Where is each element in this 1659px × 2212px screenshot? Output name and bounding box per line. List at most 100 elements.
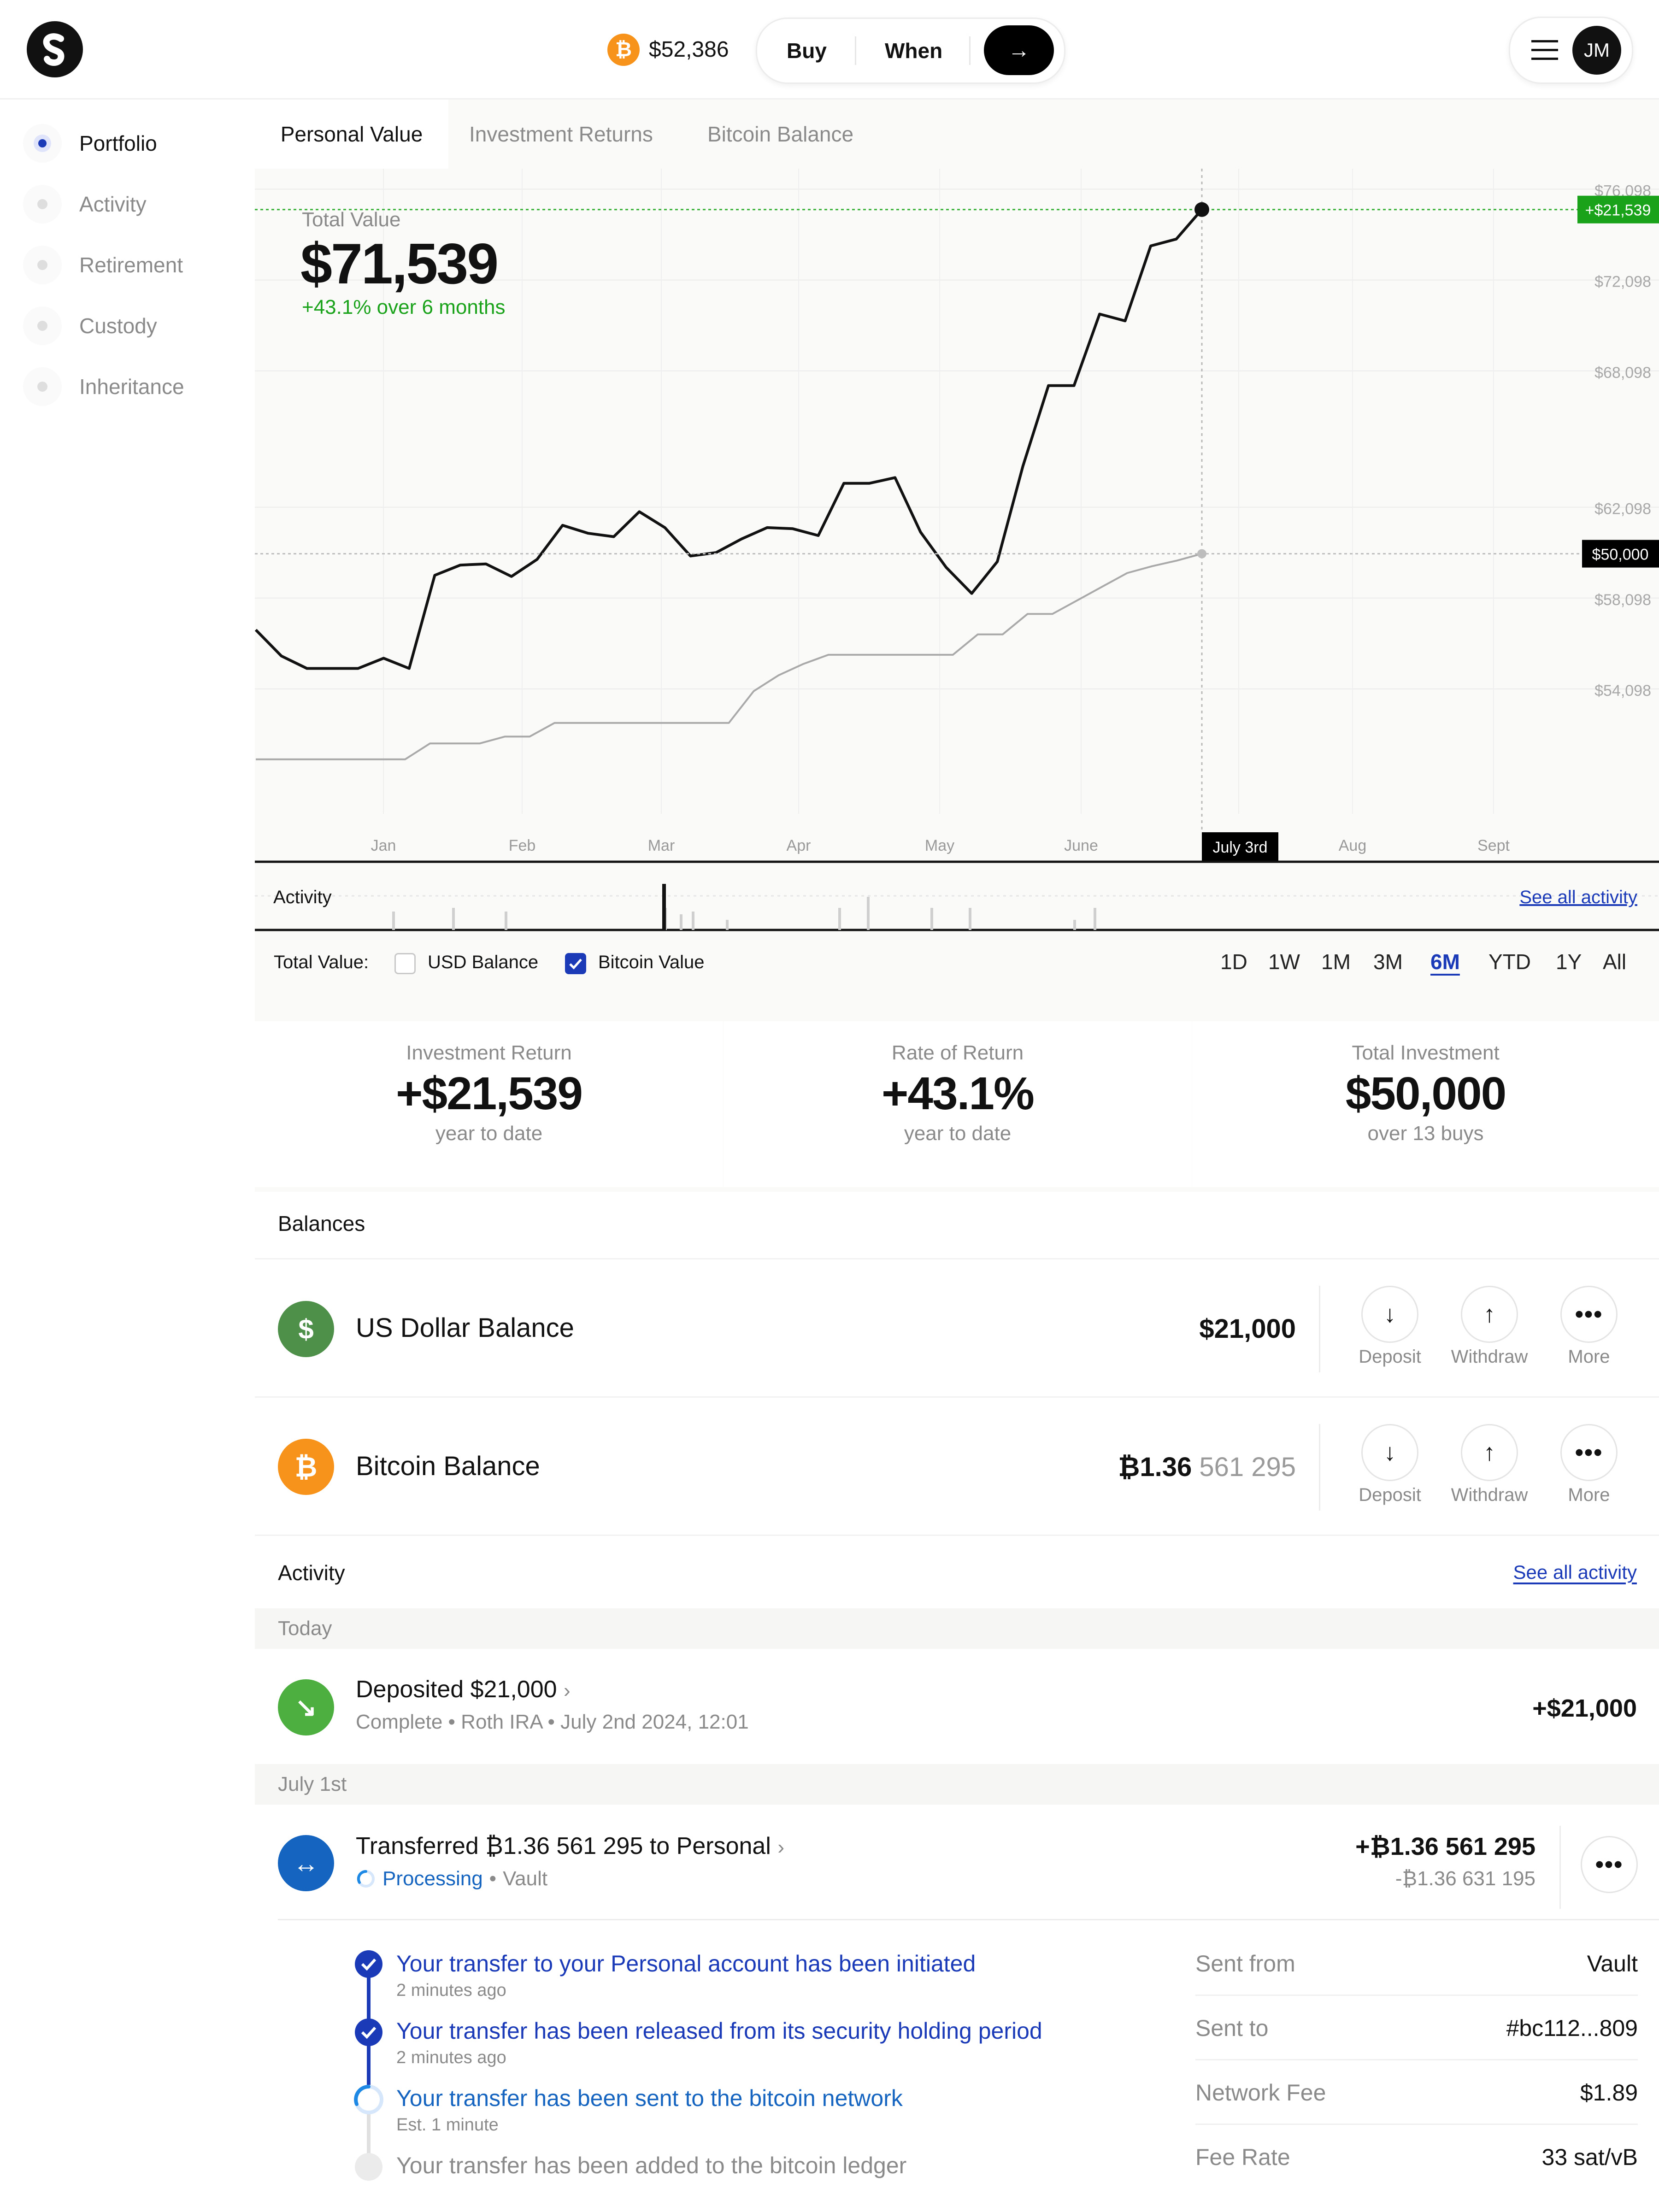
tab-investment-returns[interactable]: Investment Returns bbox=[469, 122, 653, 146]
stat-investment-return: Investment Return +$21,539 year to date bbox=[255, 1021, 723, 1187]
detail-value: $1.89 bbox=[1580, 2080, 1638, 2106]
stat-sub: over 13 buys bbox=[1367, 1122, 1484, 1145]
invested-callout-label: $50,000 bbox=[1592, 546, 1649, 564]
activity-strip bbox=[255, 863, 1659, 930]
deposit-label: Deposit bbox=[1359, 1485, 1421, 1505]
detail-value: #bc112...809 bbox=[1506, 2015, 1638, 2041]
btc-withdraw-button[interactable]: ↑ bbox=[1461, 1424, 1518, 1481]
hamburger-menu-icon[interactable] bbox=[1530, 38, 1559, 62]
activity-bar bbox=[680, 914, 682, 930]
usd-balance-checkbox[interactable] bbox=[394, 953, 416, 974]
activity-bar bbox=[726, 920, 729, 930]
sidebar-item-custody[interactable]: Custody bbox=[23, 305, 157, 347]
arrow-up-icon: ↑ bbox=[1483, 1301, 1495, 1328]
sidebar-item-inheritance[interactable]: Inheritance bbox=[23, 366, 184, 407]
deposit-transaction-title[interactable]: Deposited $21,000 › bbox=[356, 1676, 571, 1703]
usd-balance-name: US Dollar Balance bbox=[356, 1313, 574, 1343]
range-6m[interactable]: 6M bbox=[1430, 950, 1460, 974]
stat-sub: year to date bbox=[435, 1122, 543, 1145]
x-tick-label: Aug bbox=[1339, 837, 1367, 854]
btc-more-button[interactable]: ••• bbox=[1560, 1424, 1618, 1481]
inheritance-dot-icon bbox=[23, 367, 62, 406]
tab-bitcoin-balance[interactable]: Bitcoin Balance bbox=[707, 122, 854, 146]
range-1y[interactable]: 1Y bbox=[1556, 950, 1582, 974]
more-dots-icon: ••• bbox=[1575, 1301, 1603, 1328]
usd-balance-label: USD Balance bbox=[428, 952, 539, 972]
divider bbox=[278, 1919, 1659, 1920]
see-all-activity-chart-link[interactable]: See all activity bbox=[1519, 887, 1637, 907]
total-value-line bbox=[255, 208, 1203, 670]
range-3m[interactable]: 3M bbox=[1373, 950, 1403, 974]
transfer-status: Processing bbox=[382, 1867, 483, 1890]
withdraw-label: Withdraw bbox=[1451, 1485, 1528, 1505]
buy-when-pill: Buy When → bbox=[756, 18, 1065, 84]
top-bar: ₿ $52,386 Buy When → JM bbox=[0, 0, 1659, 100]
avatar[interactable]: JM bbox=[1572, 26, 1621, 75]
stat-value: +43.1% bbox=[882, 1068, 1035, 1119]
total-value-amount: $71,539 bbox=[300, 232, 499, 296]
range-1w[interactable]: 1W bbox=[1268, 950, 1300, 974]
usd-withdraw-button[interactable]: ↑ bbox=[1461, 1286, 1518, 1343]
range-ytd[interactable]: YTD bbox=[1488, 950, 1531, 974]
x-tick-label: July 3rd bbox=[1212, 839, 1267, 856]
deposit-date: July 2nd 2024, 12:01 bbox=[560, 1711, 749, 1733]
custody-dot-icon bbox=[23, 306, 62, 345]
usd-deposit-button[interactable]: ↓ bbox=[1361, 1286, 1418, 1343]
transfer-account: Vault bbox=[503, 1867, 548, 1890]
transfer-transaction-title[interactable]: Transferred ₿1.36 561 295 to Personal › bbox=[356, 1832, 784, 1860]
x-tick-label: Apr bbox=[787, 837, 811, 854]
see-all-activity-link[interactable]: See all activity bbox=[1513, 1561, 1637, 1583]
arrow-up-icon: ↑ bbox=[1483, 1439, 1495, 1466]
sidebar-item-retirement[interactable]: Retirement bbox=[23, 244, 183, 286]
app-logo[interactable] bbox=[27, 21, 83, 77]
checkmark-icon bbox=[569, 959, 582, 970]
divider bbox=[1195, 2059, 1638, 2060]
activity-bar bbox=[867, 897, 870, 930]
stat-label: Rate of Return bbox=[891, 1041, 1024, 1064]
btc-deposit-button[interactable]: ↓ bbox=[1361, 1424, 1418, 1481]
divider bbox=[1319, 1424, 1320, 1511]
timeline-step-sub: 2 minutes ago bbox=[396, 2048, 506, 2067]
portfolio-dot-icon bbox=[23, 124, 62, 163]
step-processing-icon bbox=[354, 2085, 383, 2114]
step-complete-icon bbox=[355, 2018, 382, 2046]
divider bbox=[1319, 1286, 1320, 1372]
step-complete-icon bbox=[355, 1950, 382, 1978]
sidebar-item-portfolio[interactable]: Portfolio bbox=[23, 123, 157, 164]
sidebar-item-activity[interactable]: Activity bbox=[23, 183, 147, 225]
go-arrow-button[interactable]: → bbox=[984, 25, 1054, 75]
x-tick-label: Sept bbox=[1477, 837, 1510, 854]
deposit-status: Complete bbox=[356, 1711, 443, 1733]
stat-rate-of-return: Rate of Return +43.1% year to date bbox=[724, 1021, 1192, 1187]
bitcoin-value-checkbox[interactable] bbox=[565, 953, 586, 974]
arrow-down-icon: ↓ bbox=[1384, 1301, 1396, 1328]
usd-balance-amount: $21,000 bbox=[1199, 1314, 1296, 1344]
range-1m[interactable]: 1M bbox=[1321, 950, 1351, 974]
timeline-step-title: Your transfer to your Personal account h… bbox=[396, 1951, 976, 1977]
timeline-step-title: Your transfer has been added to the bitc… bbox=[396, 2153, 907, 2178]
x-tick-label: Feb bbox=[509, 837, 536, 854]
account-menu[interactable]: JM bbox=[1509, 17, 1633, 84]
activity-bar bbox=[452, 908, 455, 930]
sidebar-item-label: Portfolio bbox=[79, 131, 157, 155]
divider bbox=[1559, 1826, 1561, 1909]
btc-price-value: $52,386 bbox=[649, 37, 729, 62]
activity-bar bbox=[930, 908, 933, 930]
buy-button[interactable]: Buy bbox=[787, 39, 827, 63]
sidebar-item-label: Inheritance bbox=[79, 375, 184, 399]
range-1d[interactable]: 1D bbox=[1220, 950, 1247, 974]
when-button[interactable]: When bbox=[885, 39, 943, 63]
stat-label: Investment Return bbox=[406, 1041, 572, 1064]
transfer-more-button[interactable]: ••• bbox=[1581, 1836, 1638, 1893]
deposit-title-text: Deposited $21,000 bbox=[356, 1676, 557, 1703]
range-all[interactable]: All bbox=[1603, 950, 1627, 974]
usd-more-button[interactable]: ••• bbox=[1560, 1286, 1618, 1343]
activity-heading: Activity bbox=[278, 1561, 345, 1585]
invested-callout-box bbox=[1582, 540, 1659, 568]
total-value-change: +43.1% over 6 months bbox=[302, 296, 506, 318]
divider bbox=[969, 36, 971, 65]
tab-personal-value[interactable]: Personal Value bbox=[255, 100, 448, 169]
portfolio-chart[interactable]: $76,098$72,098$68,098$62,098$58,098$54,0… bbox=[255, 169, 1659, 934]
stat-sub: year to date bbox=[904, 1122, 1012, 1145]
transfer-amount-sub: -₿1.36 631 195 bbox=[1395, 1867, 1535, 1890]
